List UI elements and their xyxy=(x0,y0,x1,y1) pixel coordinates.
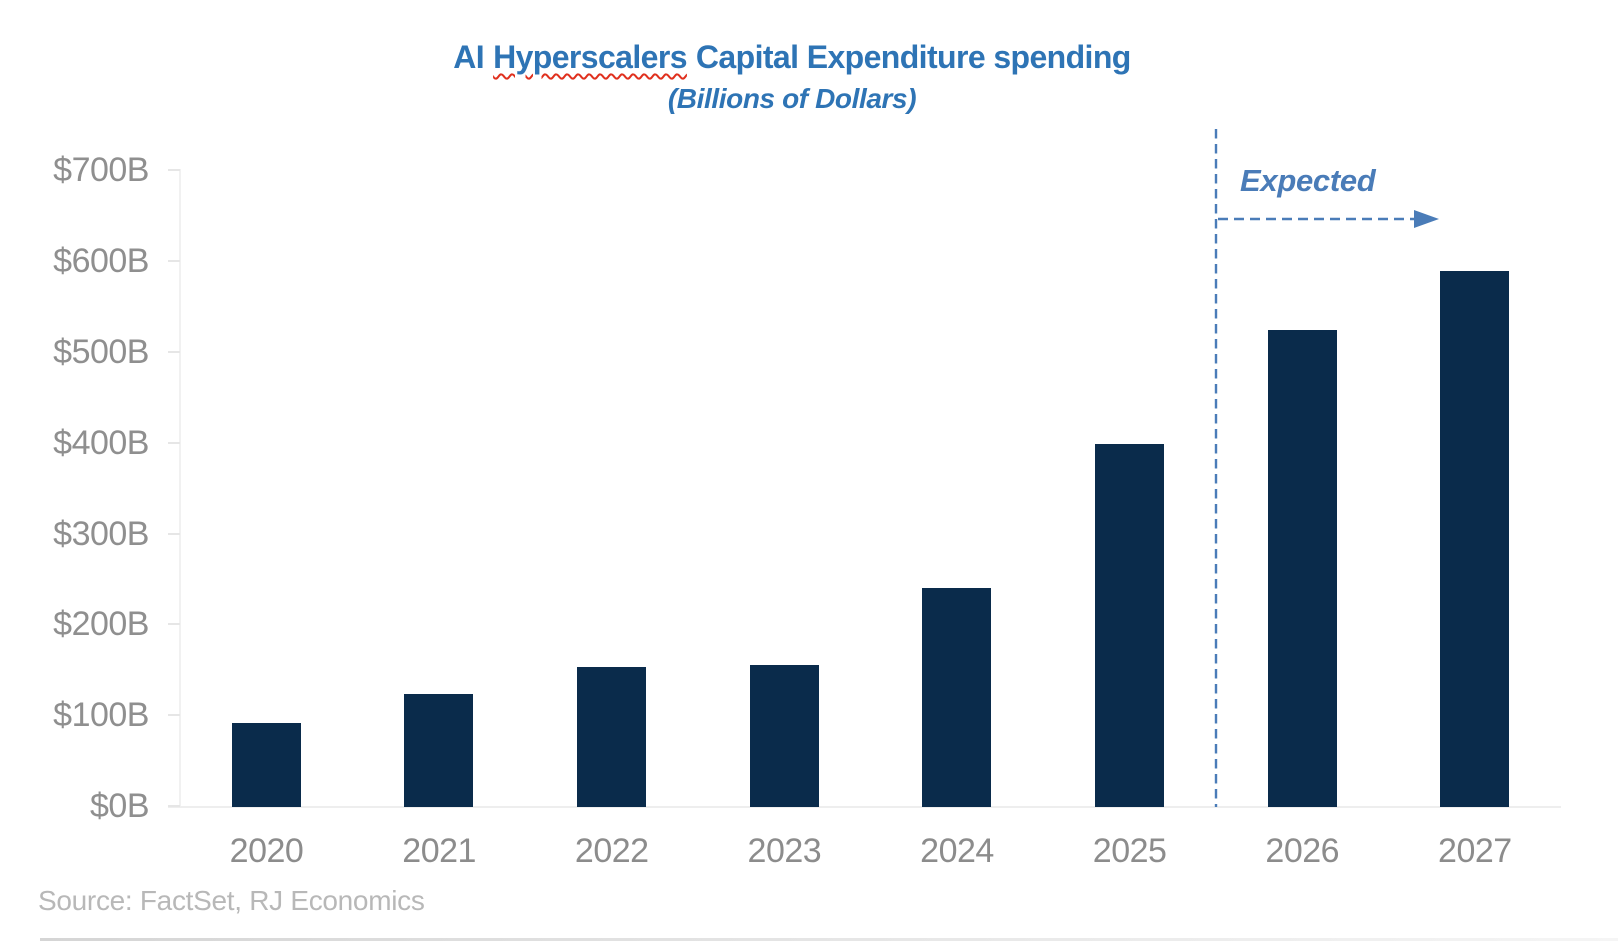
y-tick-200 xyxy=(168,623,180,626)
x-label-2022: 2022 xyxy=(574,832,649,870)
y-tick-label-100: $100B xyxy=(53,696,149,735)
x-label-2025: 2025 xyxy=(1092,832,1167,870)
bar-2025 xyxy=(1094,443,1164,807)
y-tick-700 xyxy=(168,169,180,172)
x-axis-baseline xyxy=(168,806,1561,808)
forecast-divider-line xyxy=(1214,129,1218,807)
y-tick-label-700: $700B xyxy=(53,151,149,190)
bar-2020 xyxy=(231,723,301,807)
y-tick-400 xyxy=(168,441,180,444)
chart-subtitle: (Billions of Dollars) xyxy=(667,83,917,114)
y-tick-label-500: $500B xyxy=(53,333,149,371)
x-label-2020: 2020 xyxy=(229,832,304,870)
title-prefix: AI xyxy=(453,39,485,75)
y-tick-0 xyxy=(168,805,180,807)
bar-2023 xyxy=(749,665,819,807)
bar-2022 xyxy=(577,667,647,807)
source-note: Source: FactSet, RJ Economics xyxy=(38,885,425,916)
bottom-border-rule xyxy=(40,938,1618,941)
y-tick-label-600: $600B xyxy=(53,242,149,281)
y-tick-500 xyxy=(168,351,180,353)
expected-label: Expected xyxy=(1240,163,1376,198)
bar-2021 xyxy=(404,694,474,807)
x-label-2023: 2023 xyxy=(747,832,822,870)
x-label-2026: 2026 xyxy=(1265,832,1340,870)
bar-2026 xyxy=(1267,330,1337,807)
bar-2024 xyxy=(922,588,992,807)
title-misspelled-word: Hyperscalers xyxy=(493,39,687,75)
expected-arrow-icon xyxy=(1218,210,1439,228)
y-tick-100 xyxy=(168,714,180,717)
y-tick-label-300: $300B xyxy=(53,514,149,553)
title-suffix: Capital Expenditure spending xyxy=(695,39,1131,75)
bar-2027 xyxy=(1440,271,1510,807)
chart-title: AI Hyperscalers Capital Expenditure spendi… xyxy=(0,38,1584,76)
y-tick-300 xyxy=(168,532,180,535)
x-label-2021: 2021 xyxy=(402,832,476,870)
x-label-2024: 2024 xyxy=(920,832,994,870)
y-tick-label-0: $0B xyxy=(90,787,150,825)
y-tick-label-400: $400B xyxy=(53,423,149,462)
y-axis-line xyxy=(179,169,181,807)
x-label-2027: 2027 xyxy=(1438,832,1512,870)
y-tick-label-200: $200B xyxy=(53,605,149,644)
y-tick-600 xyxy=(168,260,180,263)
